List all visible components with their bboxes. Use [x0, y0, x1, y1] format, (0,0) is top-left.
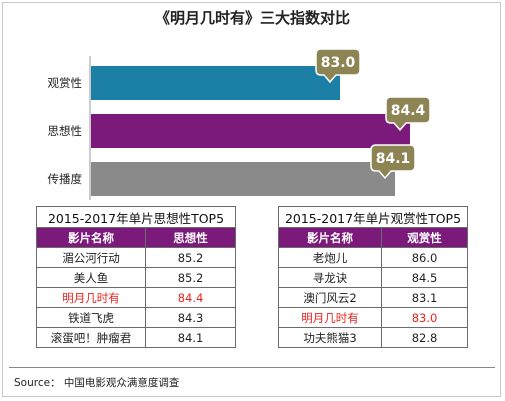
category-label: 观赏性 [48, 76, 83, 90]
table-row: 寻龙诀 84.5 [278, 267, 468, 288]
table-caption: 2015-2017年单片思想性TOP5 [36, 206, 236, 228]
value-callout: 83.0 [315, 48, 361, 84]
score-cell: 82.8 [381, 327, 468, 348]
category-label: 传播度 [48, 172, 83, 186]
source-divider [9, 367, 495, 368]
film-name-cell: 功夫熊猫3 [278, 327, 382, 348]
film-name-cell: 滚蛋吧！肿瘤君 [36, 327, 146, 348]
data-label: 84.1 [376, 151, 411, 167]
data-label: 84.4 [391, 103, 426, 119]
data-label: 83.0 [321, 55, 356, 71]
outer-frame [2, 2, 501, 397]
chart-title: 《明月几时有》三大指数对比 [154, 9, 350, 27]
score-cell: 85.2 [145, 247, 236, 268]
score-cell: 84.4 [145, 287, 236, 308]
value-callout: 84.4 [385, 96, 431, 132]
column-header-film: 影片名称 [36, 227, 146, 248]
score-cell: 85.2 [145, 267, 236, 288]
film-name-cell: 湄公河行动 [36, 247, 146, 268]
film-name-cell: 明月几时有 [278, 307, 382, 328]
score-cell: 84.3 [145, 307, 236, 328]
table-row: 明月几时有 83.0 [278, 307, 468, 328]
table-row: 美人鱼 85.2 [36, 267, 236, 288]
film-name-cell: 铁道飞虎 [36, 307, 146, 328]
film-name-cell: 明月几时有 [36, 287, 146, 308]
table-row: 功夫熊猫3 82.8 [278, 327, 468, 348]
score-cell: 86.0 [381, 247, 468, 268]
bar [91, 66, 340, 100]
score-cell: 84.5 [381, 267, 468, 288]
score-cell: 83.0 [381, 307, 468, 328]
film-name-cell: 寻龙诀 [278, 267, 382, 288]
score-cell: 84.1 [145, 327, 236, 348]
bar [91, 162, 395, 196]
table-caption: 2015-2017年单片观赏性TOP5 [278, 206, 468, 228]
table-row: 澳门风云2 83.1 [278, 287, 468, 308]
column-header-score: 观赏性 [381, 227, 468, 248]
film-name-cell: 澳门风云2 [278, 287, 382, 308]
table-row: 湄公河行动 85.2 [36, 247, 236, 268]
column-header-score: 思想性 [145, 227, 236, 248]
table-row: 滚蛋吧！肿瘤君 84.1 [36, 327, 236, 348]
table-row: 明月几时有 84.4 [36, 287, 236, 308]
bar [91, 114, 410, 148]
table-row: 铁道飞虎 84.3 [36, 307, 236, 328]
score-cell: 83.1 [381, 287, 468, 308]
column-header-film: 影片名称 [278, 227, 382, 248]
film-name-cell: 美人鱼 [36, 267, 146, 288]
source-note: Source： 中国电影观众满意度调查 [14, 377, 180, 389]
table-row: 老炮儿 86.0 [278, 247, 468, 268]
table-ideology-top5: 2015-2017年单片思想性TOP5 影片名称 思想性 湄公河行动 85.2 美人… [36, 206, 236, 348]
bar-chart: 观赏性 83.0 思想性 84.4 传播度 84.1 [48, 48, 431, 200]
category-label: 思想性 [48, 124, 83, 138]
table-appeal-top5: 2015-2017年单片观赏性TOP5 影片名称 观赏性 老炮儿 86.0 寻龙诀 8… [278, 206, 468, 348]
film-name-cell: 老炮儿 [278, 247, 382, 268]
value-callout: 84.1 [370, 144, 416, 180]
